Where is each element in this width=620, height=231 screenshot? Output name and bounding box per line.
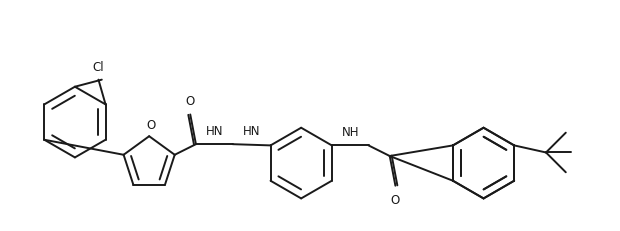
Text: O: O <box>185 95 195 108</box>
Text: NH: NH <box>342 126 359 139</box>
Text: O: O <box>146 118 155 131</box>
Text: Cl: Cl <box>92 60 104 73</box>
Text: HN: HN <box>243 125 260 137</box>
Text: O: O <box>391 193 400 206</box>
Text: HN: HN <box>206 125 223 137</box>
